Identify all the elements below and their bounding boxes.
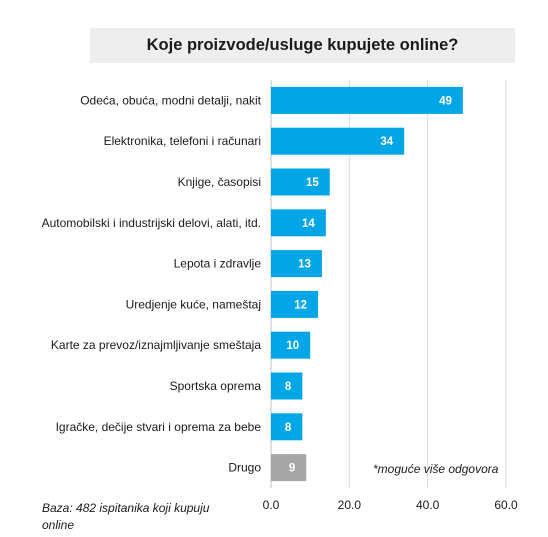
category-label: Sportska oprema: [170, 379, 262, 393]
category-label: Uredjenje kuće, nameštaj: [126, 297, 261, 311]
bar: [271, 127, 405, 155]
bar: [271, 86, 463, 114]
value-label: 8: [285, 381, 292, 393]
value-label: 15: [306, 177, 319, 189]
value-label: 12: [294, 299, 307, 311]
category-label: Lepota i zdravlje: [174, 257, 262, 271]
bar: [271, 372, 303, 400]
bar: [271, 290, 318, 318]
sample-base-note: Baza: 482 ispitanika koji kupuju online: [42, 501, 210, 532]
bar: [271, 454, 307, 482]
bar: [271, 209, 326, 237]
value-label: 9: [289, 463, 295, 475]
category-label: Karte za prevoz/iznajmljivanje smeštaja: [51, 338, 261, 352]
chart-title: Koje proizvode/usluge kupujete online?: [146, 36, 459, 54]
category-label: Igračke, dečije stvari i oprema za bebe: [56, 420, 262, 434]
value-label: 34: [380, 136, 393, 148]
multiple-answers-note: *moguće više odgovora: [373, 462, 499, 476]
bar: [271, 413, 303, 441]
value-label: 8: [285, 422, 292, 434]
category-label: Automobilski i industrijski delovi, alat…: [42, 216, 261, 230]
value-label: 49: [439, 95, 452, 107]
bar: [271, 250, 322, 278]
x-tick-label: 0.0: [263, 498, 280, 512]
category-label: Drugo: [228, 461, 261, 475]
chart-title-box: Koje proizvode/usluge kupujete online?: [90, 28, 515, 63]
x-axis-ticks: 0.0 20.0 40.0 60.0: [263, 498, 518, 512]
value-label: 14: [302, 218, 315, 230]
category-label: Odeća, obuća, modni detalji, nakit: [80, 93, 261, 107]
bars-group: [271, 86, 463, 482]
category-label: Knjige, časopisi: [178, 175, 261, 189]
value-label: 10: [286, 340, 299, 352]
x-tick-label: 20.0: [338, 498, 362, 512]
x-tick-label: 60.0: [494, 498, 518, 512]
value-label: 13: [298, 259, 311, 271]
bar: [271, 168, 330, 196]
bar: [271, 331, 311, 359]
category-labels: Odeća, obuća, modni detalji, nakit Elektr…: [42, 93, 262, 474]
x-tick-label: 40.0: [416, 498, 440, 512]
value-labels: 49 34 15 14 13 12 10 8 8 9: [285, 95, 452, 474]
category-label: Elektronika, telefoni i računari: [104, 134, 261, 148]
